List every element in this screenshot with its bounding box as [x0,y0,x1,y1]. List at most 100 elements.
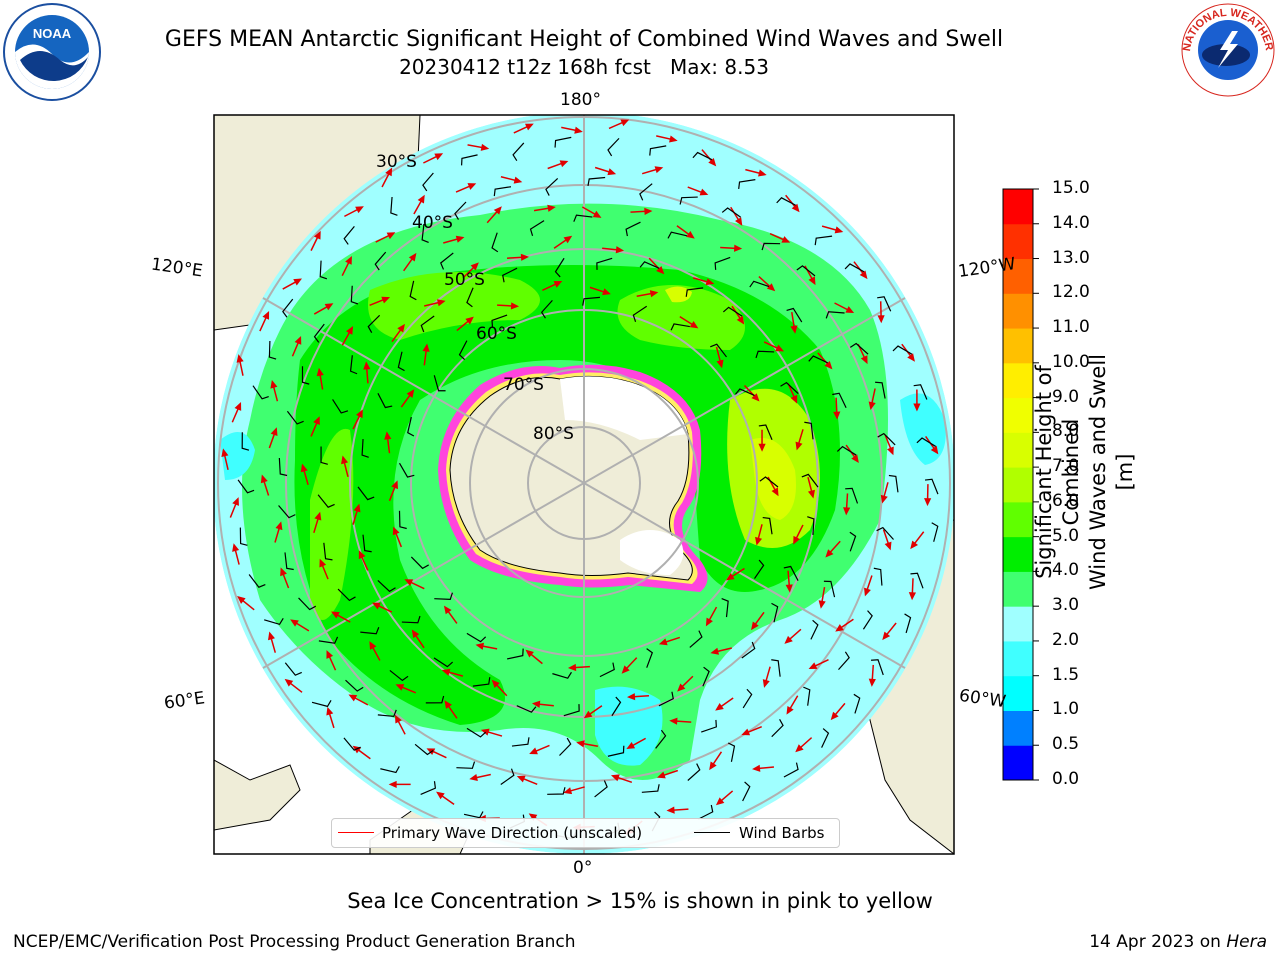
wind-barb [343,737,361,751]
wave-arrow [880,482,889,504]
wind-barb [398,462,415,478]
wave-arrow [676,225,695,239]
colorbar-tick-label: 0.0 [1052,769,1080,789]
lon-label-180: 180° [560,90,601,110]
wave-arrow [790,311,798,334]
colorbar-tick-label: 4.0 [1052,560,1080,581]
colorbar-tick-label: 2.0 [1052,629,1080,650]
wave-arrow [641,166,664,175]
wind-barb [491,314,508,328]
wind-barb [587,176,606,186]
wind-barb [721,598,729,618]
wind-barb [849,531,857,552]
wind-barb [904,613,912,634]
plot-title: GEFS MEAN Antarctic Significant Height o… [164,27,1004,52]
wave-arrow [666,806,689,814]
wind-barb [317,494,335,508]
wave-arrow [284,678,303,693]
wind-barb [594,780,608,798]
wave-arrow [656,135,678,143]
wind-barb [511,737,530,747]
wind-barb [318,636,339,644]
wave-arrow [455,183,477,193]
colorbar-tick-label: 5.0 [1052,525,1080,546]
wind-barb [786,307,803,323]
wind-barb [803,686,811,706]
wind-barb [466,632,487,643]
wave-arrow [467,143,490,151]
wind-barb [702,666,710,687]
wave-arrow [462,262,479,279]
wind-barb [357,486,375,501]
wave-arrow [391,323,405,343]
wave-arrow [725,567,745,581]
nws-logo-icon: NATIONAL WEATHER SERVICE [1176,0,1278,100]
wave-arrow [594,166,617,176]
wind-barb [607,137,620,157]
wave-arrow [316,367,324,390]
wind-barb [252,385,269,400]
wave-arrow [268,631,277,653]
wave-arrow [752,764,775,772]
wave-arrow [384,431,392,454]
wind-barb [512,142,525,162]
wind-barb [639,261,660,269]
colorbar-tick-label: 3.0 [1052,595,1080,616]
wind-barb [611,696,622,717]
colorbar-segment [1003,745,1033,781]
wave-arrow [310,230,321,251]
plot-subtitle: 20230412 t12z 168h fcst Max: 8.53 [0,55,1168,79]
wave-arrow [785,570,793,593]
wind-barb [762,516,773,535]
wave-arrow [834,302,855,314]
wind-barb [758,424,773,440]
wave-arrow [636,290,659,298]
wave-arrow [290,619,310,632]
wave-arrow [807,476,815,499]
wind-barb [687,763,701,781]
wind-barb [433,375,446,392]
wave-arrow [331,611,351,623]
wind-barb [741,641,756,659]
colorbar-tick-label: 15.0 [1052,178,1090,198]
wave-arrow [469,773,491,781]
wind-barb [337,588,356,602]
colorbar-segment [1003,536,1033,572]
colorbar-tick-label: 9.0 [1052,386,1080,407]
wind-barb [350,285,359,305]
wave-arrow [715,346,724,369]
wind-barb [398,510,407,530]
wind-barb [639,183,653,201]
wind-barb [810,619,819,640]
max-value: Max: 8.53 [669,55,769,79]
wind-barb [323,542,333,561]
wind-barb [563,704,580,717]
colorbar-segment [1003,571,1033,607]
wave-arrow [868,664,876,687]
wind-barb [780,381,799,395]
wave-arrow [821,225,844,234]
wave-arrow [326,706,335,729]
wind-barb [332,399,349,414]
wind-barb [506,648,524,660]
wind-barb [796,265,816,277]
wave-arrow [563,786,585,795]
wind-barb [374,251,387,271]
footer-branch: NCEP/EMC/Verification Post Processing Pr… [13,932,576,952]
wind-barb [434,592,454,600]
colorbar-title: Significant Height of Combined Wind Wave… [1031,352,1139,592]
wind-barb [282,298,294,318]
wind-barb [377,709,397,718]
wind-barb [823,580,836,598]
wave-arrow [411,629,425,649]
colorbar-segment [1003,501,1033,538]
colorbar-tick-label: 10.0 [1052,351,1090,372]
wave-arrow [581,206,602,218]
wave-arrow [231,402,242,423]
wave-arrow [381,167,393,188]
wave-arrow [626,737,646,750]
wind-barb [641,784,660,793]
wind-barb [361,439,369,458]
wave-arrow [371,602,393,613]
